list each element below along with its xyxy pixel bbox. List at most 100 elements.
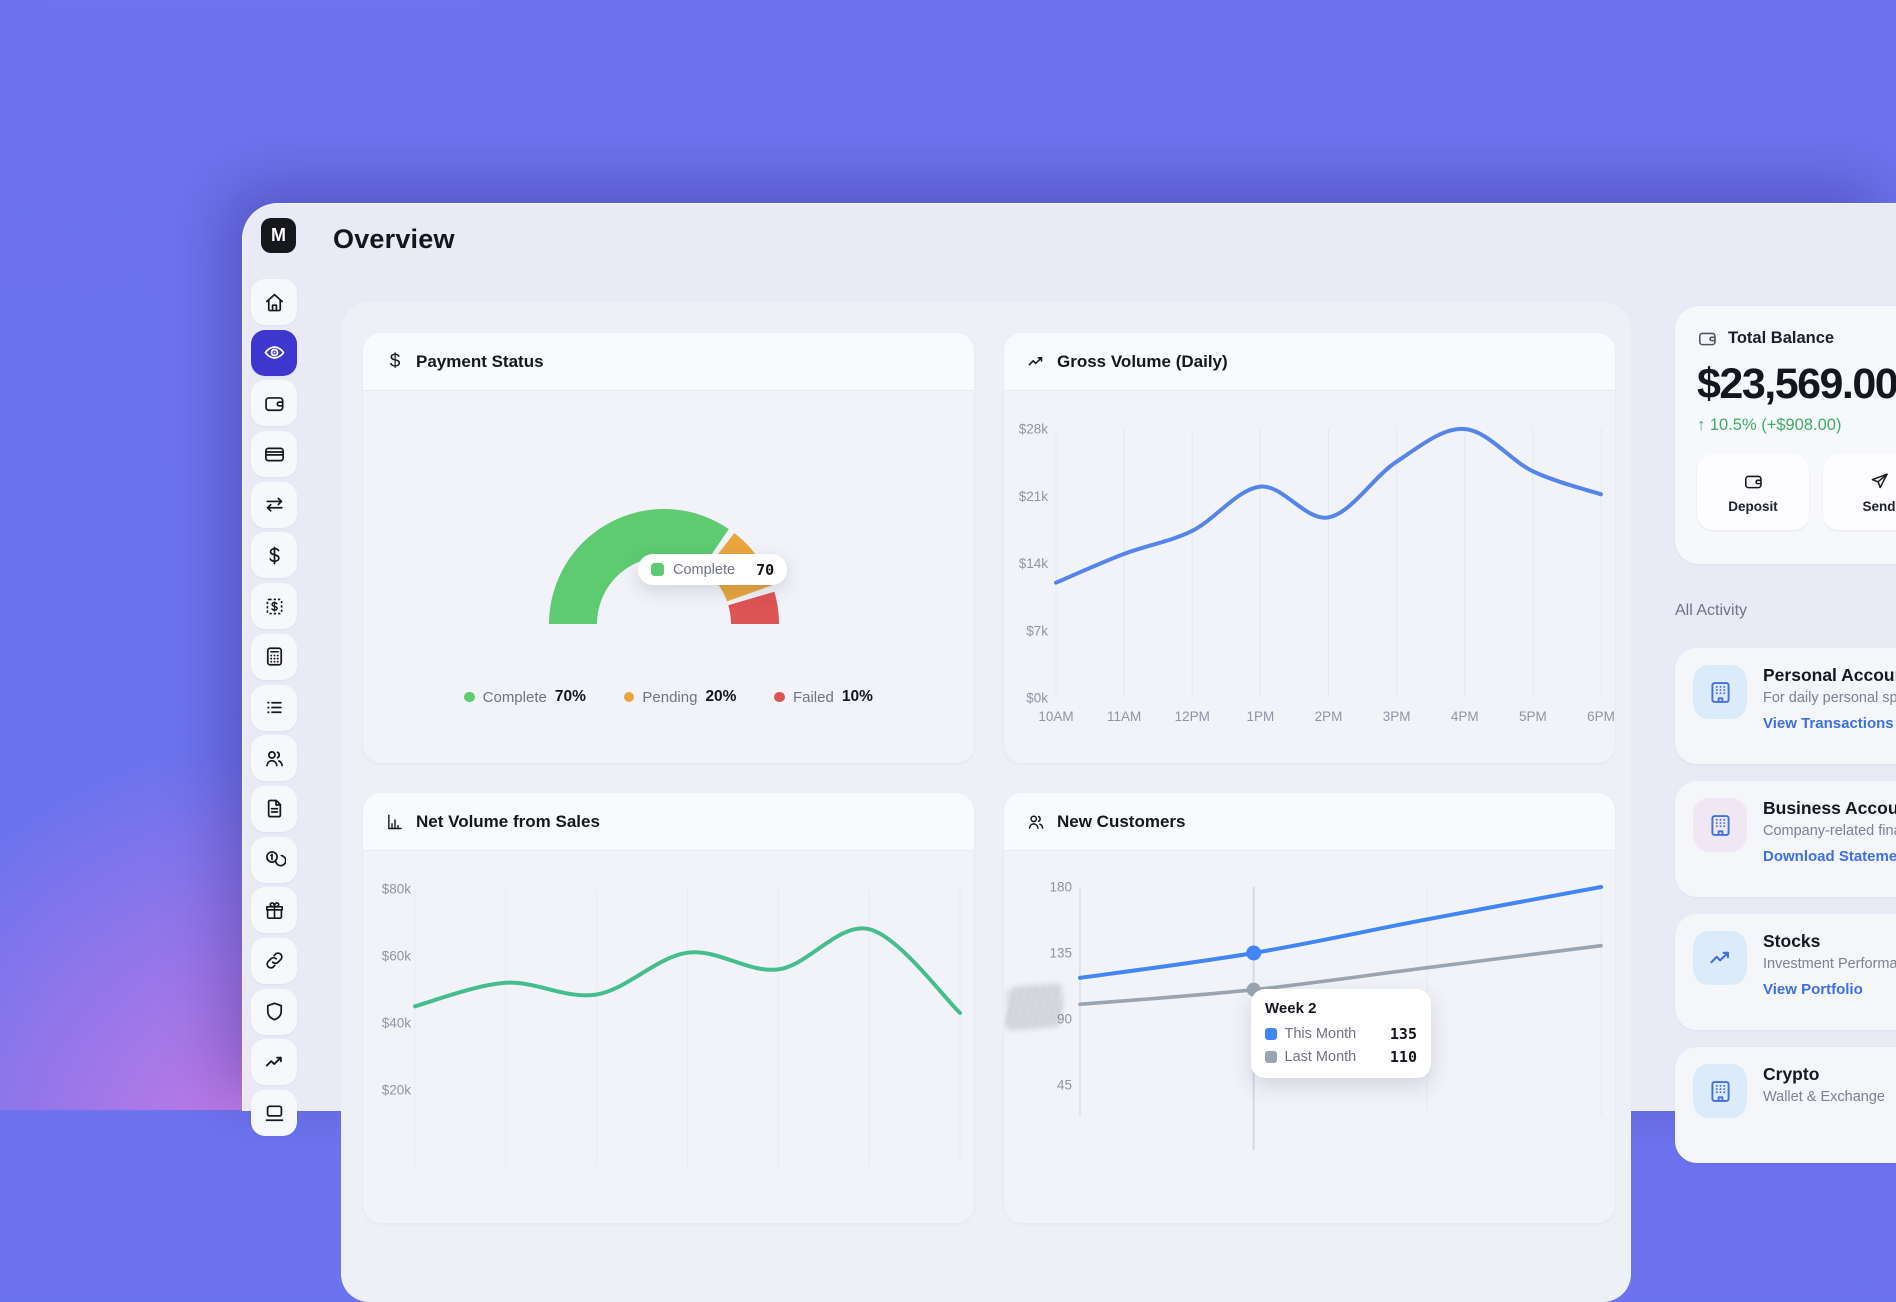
building-icon (1693, 1064, 1747, 1118)
document-icon (267, 799, 281, 818)
sidebar-item-list[interactable] (251, 684, 297, 731)
green-dot-icon (464, 691, 475, 703)
activity-title: Personal Account (1763, 665, 1896, 685)
svg-text:$28k: $28k (1019, 422, 1049, 437)
svg-text:$21k: $21k (1019, 489, 1049, 504)
sidebar-item-receipt-dollar[interactable] (251, 583, 297, 630)
deposit-button[interactable]: Deposit (1697, 454, 1809, 530)
sidebar-item-laptop[interactable] (251, 1090, 297, 1136)
activity-link[interactable]: Download Statement (1763, 848, 1896, 865)
svg-text:4PM: 4PM (1451, 709, 1479, 724)
svg-text:10AM: 10AM (1038, 709, 1073, 724)
sidebar-item-calculator[interactable] (251, 633, 297, 680)
sidebar-item-home[interactable] (251, 279, 297, 325)
blur-artifact (1004, 983, 1064, 1031)
activity-item-crypto: Crypto Wallet & Exchange (1675, 1047, 1896, 1163)
svg-text:12PM: 12PM (1175, 709, 1210, 724)
card-title: Payment Status (416, 351, 544, 371)
gross-volume-card: Gross Volume (Daily) $28k $21k $14k $7k $0k 1… (1004, 333, 1615, 763)
sidebar-item-dollar[interactable] (251, 532, 297, 579)
svg-text:1PM: 1PM (1246, 709, 1274, 724)
svg-text:$40k: $40k (382, 1016, 412, 1031)
balance-amount: $23,569.00 (1697, 360, 1896, 408)
activity-item-personal-account: Personal Account For daily personal spen… (1675, 648, 1896, 764)
shield-icon (266, 1002, 282, 1021)
orange-dot-icon (623, 691, 635, 703)
tooltip-value: 135 (1389, 1025, 1417, 1043)
tooltip-row: Last Month 110 (1265, 1048, 1417, 1066)
activity-title: Stocks (1763, 931, 1821, 951)
payment-status-header: $ Payment Status (363, 333, 974, 391)
app-logo[interactable]: M (261, 218, 296, 253)
send-button[interactable]: Send (1823, 454, 1896, 530)
sidebar-item-trending-up[interactable] (251, 1039, 297, 1086)
sidebar-item-transfer-arrows[interactable] (251, 481, 297, 528)
svg-text:$80k: $80k (382, 882, 412, 897)
tooltip-row: This Month 135 (1265, 1025, 1417, 1043)
wallet-icon (1699, 332, 1716, 346)
activity-title: Business Account (1763, 798, 1896, 818)
gross-volume-header: Gross Volume (Daily) (1004, 333, 1615, 391)
trending-up-icon (265, 1056, 282, 1067)
new-customers-header: New Customers (1004, 793, 1615, 851)
balance-change: ↑ 10.5% (+$908.00) (1697, 416, 1842, 434)
link-icon (265, 952, 283, 970)
building-icon (1693, 665, 1747, 719)
svg-text:6PM: 6PM (1587, 709, 1615, 724)
wallet-icon (1744, 475, 1762, 488)
net-volume-card: Net Volume from Sales $80k $60k $40k $20k (363, 793, 974, 1223)
activity-item-stocks: Stocks Investment Performance View Portf… (1675, 914, 1896, 1030)
svg-text:$14k: $14k (1019, 556, 1049, 571)
sidebar-item-gift[interactable] (251, 887, 297, 934)
users-icon (1026, 812, 1046, 832)
list-icon (265, 700, 282, 715)
main-content-container: $ Payment Status Complete 70 Complete 70%… (341, 302, 1631, 1302)
calculator-icon (266, 647, 282, 666)
legend-item: Pending 20% (623, 688, 736, 706)
activity-item-business-account: Business Account Company-related finance… (1675, 781, 1896, 897)
gross-volume-chart: $28k $21k $14k $7k $0k 10AM 11AM 12PM 1PM 2PM 3PM 4… (1019, 422, 1615, 725)
svg-text:135: 135 (1049, 946, 1072, 961)
activity-subtitle: Wallet & Exchange (1763, 1089, 1885, 1105)
activity-link[interactable]: View Transactions (1763, 715, 1894, 732)
tooltip-value: 110 (1389, 1048, 1417, 1066)
sidebar-item-document[interactable] (251, 785, 297, 832)
tooltip-title: Week 2 (1265, 1000, 1317, 1017)
activity-link[interactable]: View Portfolio (1763, 981, 1863, 998)
sidebar-item-eye[interactable] (251, 329, 297, 376)
trending-up-icon (1026, 352, 1046, 372)
trending-up-icon (1693, 931, 1747, 985)
week-tooltip: Week 2 This Month 135 Last Month 110 (1251, 989, 1431, 1078)
sidebar-item-coins[interactable] (251, 836, 297, 883)
card-title: New Customers (1057, 811, 1186, 831)
card-title: Net Volume from Sales (416, 811, 600, 831)
activity-title: Crypto (1763, 1064, 1820, 1084)
tooltip-value: 70 (756, 560, 775, 579)
users-icon (265, 750, 283, 767)
tooltip-label: Last Month (1284, 1049, 1357, 1065)
tooltip-label: Complete (673, 561, 736, 578)
net-volume-chart: $80k $60k $40k $20k (382, 882, 962, 1166)
receipt-dollar-icon (266, 598, 282, 615)
transfer-arrows-icon (265, 497, 283, 512)
activity-subtitle: Company-related finances (1763, 823, 1896, 839)
coins-icon (265, 851, 286, 867)
red-dot-icon (774, 691, 785, 703)
sidebar-nav (251, 279, 297, 1136)
gauge-legend: Complete 70% Pending 20% Failed 10% (363, 688, 974, 706)
sidebar-item-credit-card[interactable] (251, 431, 297, 478)
tooltip-label: This Month (1284, 1026, 1357, 1042)
svg-text:$0k: $0k (1026, 691, 1048, 706)
svg-text:45: 45 (1057, 1078, 1072, 1093)
eye-icon (264, 346, 284, 359)
credit-card-icon (264, 447, 284, 462)
sidebar-item-shield[interactable] (251, 988, 297, 1035)
activity-text: Crypto Wallet & Exchange (1763, 1064, 1885, 1146)
gift-icon (265, 901, 283, 919)
svg-text:$20k: $20k (382, 1083, 412, 1098)
sidebar-item-users[interactable] (251, 735, 297, 782)
sidebar-item-link[interactable] (251, 937, 297, 984)
net-volume-header: Net Volume from Sales (363, 793, 974, 851)
sidebar-item-wallet[interactable] (251, 380, 297, 427)
